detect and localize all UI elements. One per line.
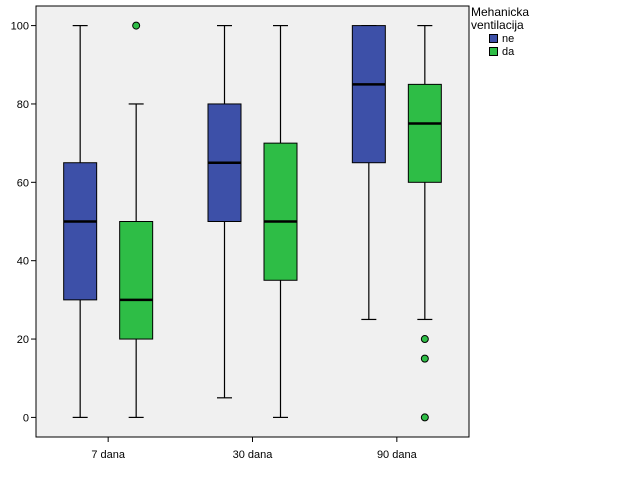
y-tick-label-40: 40 bbox=[17, 256, 29, 268]
y-axis: 0 20 40 60 80 100 bbox=[11, 21, 36, 424]
legend-title-line1: Mehanicka bbox=[471, 5, 530, 19]
legend-swatch-ne bbox=[489, 34, 498, 43]
legend-swatch-da bbox=[489, 47, 498, 56]
box-iqr-da-7-dana bbox=[119, 221, 154, 340]
y-tick-label-60: 60 bbox=[17, 177, 29, 189]
legend-item-da: da bbox=[489, 45, 529, 58]
box-iqr-ne-90-dana bbox=[351, 25, 386, 164]
box-iqr-da-30-dana bbox=[263, 142, 298, 281]
box-da-90-dana bbox=[407, 24, 442, 422]
outlier-da-90-dana-1 bbox=[420, 354, 429, 363]
legend-title-line2: ventilacija bbox=[471, 18, 524, 32]
x-axis: 7 dana 30 dana 90 dana bbox=[91, 437, 418, 461]
y-tick-label-0: 0 bbox=[23, 412, 29, 424]
box-iqr-ne-7-dana bbox=[63, 162, 98, 301]
outlier-da-90-dana-0 bbox=[420, 335, 429, 344]
box-group bbox=[63, 21, 442, 422]
y-tick-label-20: 20 bbox=[17, 334, 29, 346]
y-tick-label-80: 80 bbox=[17, 99, 29, 111]
legend-item-ne: ne bbox=[489, 32, 529, 45]
outlier-da-7-dana-0 bbox=[132, 21, 141, 30]
legend-label-da: da bbox=[502, 45, 515, 58]
plot-area bbox=[35, 5, 470, 438]
legend: Mehanicka ventilacija ne da bbox=[471, 6, 529, 58]
box-ne-90-dana bbox=[351, 24, 386, 321]
x-tick-label-7-dana: 7 dana bbox=[91, 449, 126, 461]
x-tick-label-30-dana: 30 dana bbox=[233, 449, 274, 461]
outlier-da-90-dana-2 bbox=[420, 413, 429, 422]
box-da-30-dana bbox=[263, 24, 298, 419]
x-tick-label-90-dana: 90 dana bbox=[377, 449, 418, 461]
y-tick-label-100: 100 bbox=[11, 21, 29, 33]
box-ne-7-dana bbox=[63, 24, 98, 419]
box-da-7-dana bbox=[119, 21, 154, 419]
box-ne-30-dana bbox=[207, 24, 242, 399]
box-iqr-da-90-dana bbox=[407, 83, 442, 183]
legend-label-ne: ne bbox=[502, 32, 515, 45]
